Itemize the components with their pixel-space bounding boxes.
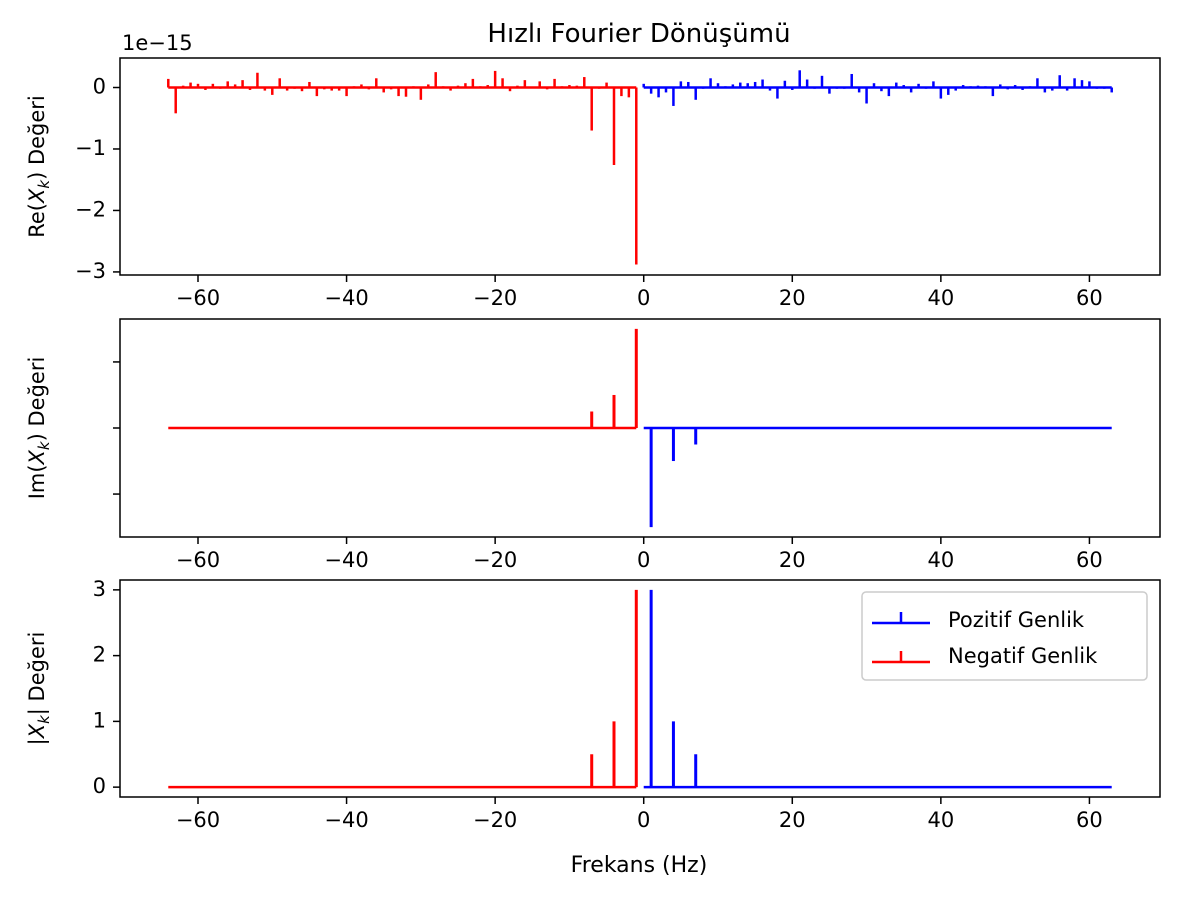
x-tick-label: 40	[927, 548, 954, 572]
y-tick-label: 3	[93, 577, 106, 601]
imag-part-panel: −60 −40 −20 0 20 40 60 Im(Xk) Değeri	[25, 318, 1161, 572]
x-tick-label: 20	[779, 548, 806, 572]
x-tick-label: −40	[324, 286, 368, 310]
x-axis-label: Frekans (Hz)	[571, 853, 708, 878]
x-tick-label: 20	[779, 808, 806, 832]
x-tick-label: 0	[637, 808, 650, 832]
x-tick-label: 60	[1076, 808, 1103, 832]
x-tick-label: −20	[473, 548, 517, 572]
y-tick-label: −1	[75, 136, 106, 160]
legend-entry-positive: Pozitif Genlik	[872, 608, 1085, 632]
legend: Pozitif Genlik Negatif Genlik	[861, 591, 1148, 681]
x-tick-label: 20	[779, 286, 806, 310]
y-axis-label: Re(Xk) Değeri	[25, 95, 53, 238]
x-tick-label: −60	[176, 548, 220, 572]
y-tick-label: −3	[75, 259, 106, 283]
x-tick-label: −20	[473, 808, 517, 832]
y-tick-label: −2	[75, 197, 106, 221]
real-part-panel: −60 −40 −20 0 20 40 60 −3 −2 −1 0 1e−15 Re(Xk) Değer…	[25, 31, 1161, 310]
x-tick-label: −60	[176, 808, 220, 832]
y-tick-label: 2	[93, 643, 106, 667]
x-tick-label: 40	[927, 286, 954, 310]
y-axis-label: Im(Xk) Değeri	[25, 357, 53, 500]
x-tick-label: −60	[176, 286, 220, 310]
figure-title: Hızlı Fourier Dönüşümü	[487, 19, 790, 49]
legend-entry-negative: Negatif Genlik	[872, 644, 1098, 668]
y-tick-label: 1	[93, 708, 106, 732]
legend-label-negative: Negatif Genlik	[948, 644, 1098, 668]
x-tick-label: −20	[473, 286, 517, 310]
x-tick-label: 0	[637, 548, 650, 572]
y-tick-label: 0	[93, 774, 106, 798]
axis-offset-label: 1e−15	[122, 31, 193, 55]
x-tick-label: 40	[927, 808, 954, 832]
magnitude-panel: −60 −40 −20 0 20 40 60 0 1 2 3 |Xk| Değeri	[25, 577, 1161, 832]
x-tick-label: 60	[1076, 548, 1103, 572]
y-axis-label: |Xk| Değeri	[25, 632, 53, 746]
x-tick-label: 0	[637, 286, 650, 310]
x-tick-label: −40	[324, 548, 368, 572]
legend-label-positive: Pozitif Genlik	[948, 608, 1085, 632]
y-tick-label: 0	[93, 75, 106, 99]
x-tick-label: −40	[324, 808, 368, 832]
legend-box	[861, 591, 1148, 681]
axes-frame	[119, 579, 1161, 798]
x-tick-label: 60	[1076, 286, 1103, 310]
axes-frame	[119, 57, 1161, 276]
